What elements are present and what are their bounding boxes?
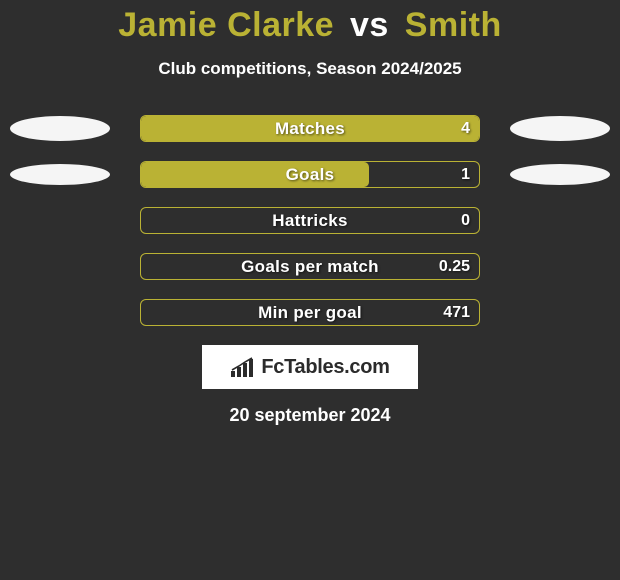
page-title: Jamie Clarke vs Smith (0, 6, 620, 45)
stat-row: Goals per match0.25 (0, 253, 620, 280)
stat-bar: Min per goal471 (140, 299, 480, 326)
stat-rows: Matches4Goals1Hattricks0Goals per match0… (0, 115, 620, 326)
stat-value-right: 0.25 (439, 254, 470, 279)
left-ellipse (10, 164, 110, 185)
logo-text: FcTables.com (261, 356, 389, 379)
stat-label: Goals (141, 162, 479, 187)
stat-row: Matches4 (0, 115, 620, 142)
date-label: 20 september 2024 (0, 405, 620, 426)
stat-value-right: 0 (461, 208, 470, 233)
stat-row: Hattricks0 (0, 207, 620, 234)
player1-name: Jamie Clarke (118, 6, 334, 44)
stat-label: Matches (141, 116, 479, 141)
stat-label: Goals per match (141, 254, 479, 279)
stat-label: Hattricks (141, 208, 479, 233)
site-logo: FcTables.com (202, 345, 418, 389)
stat-bar: Hattricks0 (140, 207, 480, 234)
bars-icon (230, 357, 256, 377)
stat-value-right: 1 (461, 162, 470, 187)
subtitle: Club competitions, Season 2024/2025 (0, 59, 620, 79)
stat-row: Goals1 (0, 161, 620, 188)
stat-row: Min per goal471 (0, 299, 620, 326)
stat-bar: Matches4 (140, 115, 480, 142)
left-ellipse (10, 116, 110, 141)
vs-label: vs (350, 6, 389, 44)
comparison-infographic: Jamie Clarke vs Smith Club competitions,… (0, 0, 620, 580)
right-ellipse (510, 116, 610, 141)
player2-name: Smith (405, 6, 502, 44)
stat-value-right: 471 (443, 300, 470, 325)
right-ellipse (510, 164, 610, 185)
stat-value-right: 4 (461, 116, 470, 141)
stat-bar: Goals per match0.25 (140, 253, 480, 280)
stat-bar: Goals1 (140, 161, 480, 188)
stat-label: Min per goal (141, 300, 479, 325)
